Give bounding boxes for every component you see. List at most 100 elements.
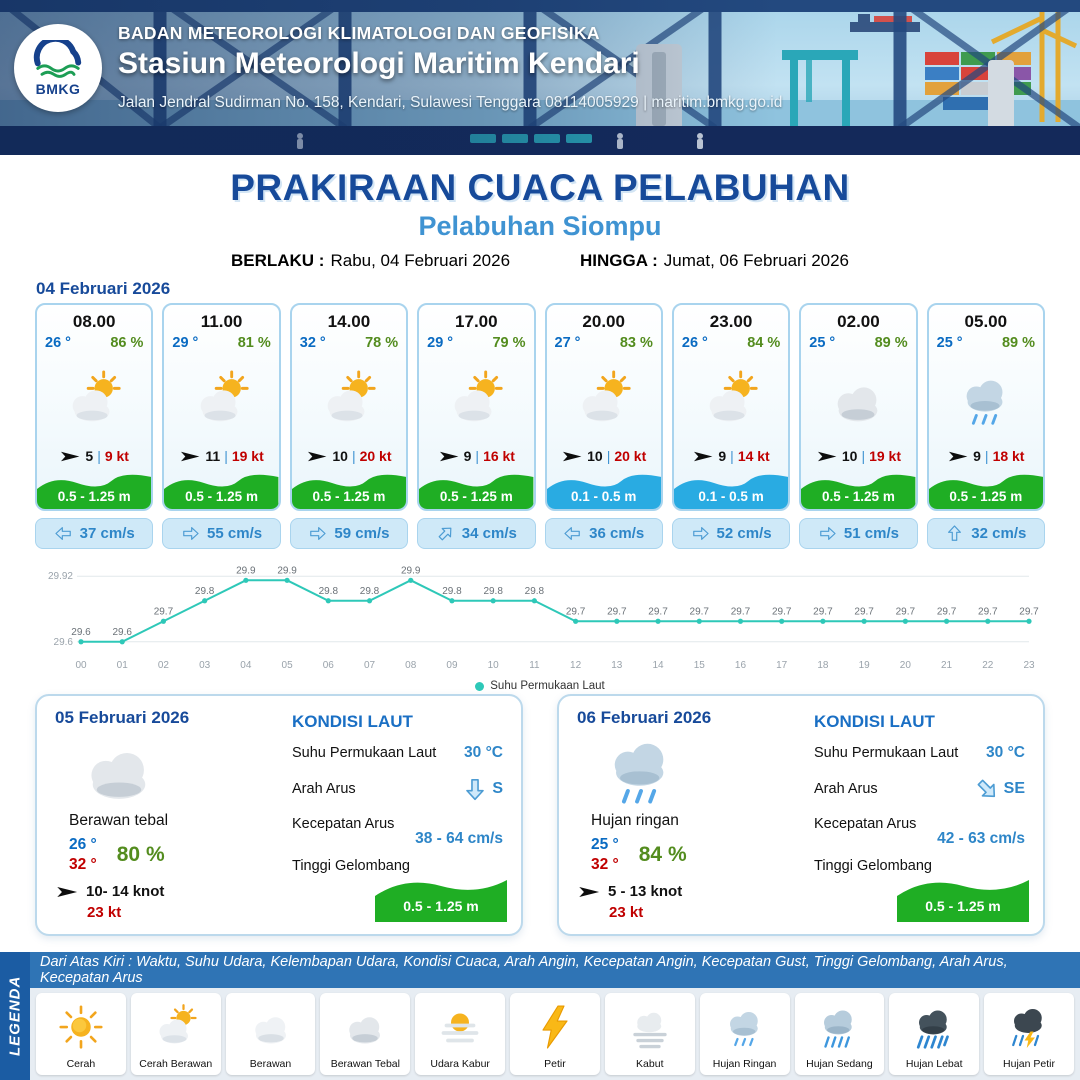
- wind-row: 9 | 14 kt: [674, 448, 788, 467]
- current-direction-icon: [563, 524, 582, 543]
- legend-description: Dari Atas Kiri : Waktu, Suhu Udara, Kele…: [40, 954, 1008, 986]
- forecast-card-main: 23.00 26 ° 84 % 9 | 14 kt 0.1 - 0.5 m: [671, 303, 791, 511]
- separator: |: [984, 448, 989, 464]
- weather-icon: [57, 996, 105, 1058]
- wind-row: 10 | 20 kt: [547, 448, 661, 467]
- current-speed-box: 36 cm/s: [544, 518, 663, 549]
- legend-item-label: Hujan Ringan: [712, 1058, 777, 1070]
- weather-condition: Berawan tebal: [69, 812, 169, 829]
- weather-icon: [577, 728, 802, 812]
- wave-shape: [928, 474, 1043, 509]
- svg-text:29.92: 29.92: [48, 571, 73, 582]
- forecast-time: 05.00: [964, 312, 1008, 331]
- current-speed: 37 cm/s: [79, 525, 135, 542]
- wave-height-value: 0.1 - 0.5 m: [571, 489, 637, 504]
- current-speed-box: 51 cm/s: [799, 518, 918, 549]
- svg-text:22: 22: [982, 660, 994, 671]
- svg-text:10: 10: [488, 660, 500, 671]
- series-label: Suhu Permukaan Laut: [490, 680, 605, 692]
- wind-speed: 11: [205, 448, 221, 464]
- legend-item-label: Kabut: [636, 1058, 664, 1070]
- forecast-time: 02.00: [837, 312, 880, 331]
- svg-text:14: 14: [652, 660, 664, 671]
- current-speed: 52 cm/s: [716, 525, 772, 542]
- weather-icon: [626, 996, 674, 1058]
- wind-speed: 10: [587, 448, 603, 464]
- berlaku-value: Rabu, 04 Februari 2026: [330, 251, 511, 270]
- current-direction-icon: [436, 524, 455, 543]
- current-direction-group: S: [462, 776, 503, 802]
- svg-text:29.6: 29.6: [54, 637, 74, 648]
- legend-item-label: Hujan Lebat: [905, 1058, 963, 1070]
- current-direction-icon: [818, 524, 837, 543]
- weather-icon: [37, 351, 151, 448]
- forecast-time: 08.00: [72, 312, 116, 331]
- forecast-card-main: 14.00 32 ° 78 % 10 | 20 kt 0.5 - 1.25 m: [289, 303, 409, 511]
- current-direction: SE: [1003, 780, 1025, 797]
- svg-text:21: 21: [941, 660, 953, 671]
- legend-item: Hujan Sedang: [794, 993, 885, 1075]
- humidity: 80 %: [116, 843, 165, 866]
- legend-item: Berawan Tebal: [320, 993, 411, 1075]
- current-direction-label: Arah Arus: [814, 781, 878, 797]
- sst-chart-section: 29.92 29.6 29.6 29.6 29.7 29.8 29.9 29.9 29.8 29.…: [35, 552, 1045, 692]
- station-address: Jalan Jendral Sudirman No. 158, Kendari,…: [118, 94, 783, 111]
- wave-shape: [897, 880, 1029, 922]
- wave-height-band: 0.1 - 0.5 m: [546, 469, 661, 509]
- temps-row: 25 ° 32 ° 84 %: [577, 836, 802, 874]
- legend-item-label: Cerah Berawan: [139, 1058, 213, 1070]
- hingga-label: HINGGA :: [580, 251, 658, 270]
- title-section: PRAKIRAAN CUACA PELABUHAN Pelabuhan Siom…: [0, 167, 1080, 271]
- svg-text:01: 01: [117, 660, 129, 671]
- humidity: 89 %: [874, 335, 908, 351]
- wave-height-value: 0.5 - 1.25 m: [439, 489, 513, 504]
- wave-height-value: 0.5 - 1.25 m: [925, 898, 1001, 914]
- weather-icon: [674, 351, 788, 448]
- humidity: 79 %: [492, 335, 526, 351]
- port-name: Pelabuhan Siompu: [418, 211, 662, 241]
- current-direction-icon: [945, 524, 964, 543]
- current-direction: S: [492, 780, 503, 797]
- bmkg-logo-text: BMKG: [35, 80, 81, 97]
- wave-height-band: 0.5 - 1.25 m: [37, 469, 152, 509]
- wave-shape: [419, 474, 534, 509]
- humidity: 84 %: [747, 335, 781, 351]
- legend-item-label: Berawan: [249, 1058, 292, 1070]
- current-speed: 32 cm/s: [971, 525, 1027, 542]
- wave-height-band: 0.5 - 1.25 m: [291, 469, 407, 509]
- current-direction-icon: [691, 524, 710, 543]
- wave-height-badge: 0.5 - 1.25 m: [375, 868, 507, 922]
- berlaku-label: BERLAKU :: [230, 251, 325, 270]
- temp-humidity-row: 25 ° 89 %: [929, 332, 1043, 351]
- wind-speed: 5: [85, 448, 94, 464]
- wind-speed: 10: [332, 448, 348, 464]
- legend-item-label: Hujan Petir: [1003, 1058, 1055, 1070]
- weather-icon: [247, 996, 295, 1058]
- wind-speed: 9: [463, 448, 472, 464]
- separator: |: [475, 448, 480, 464]
- current-speed-value: 38 - 64 cm/s: [415, 830, 503, 847]
- legend-item: Udara Kabur: [415, 993, 506, 1075]
- forecast-card-main: 17.00 29 ° 79 % 9 | 16 kt 0.5 - 1.25 m: [417, 303, 536, 511]
- header-shade-overlay: [0, 0, 1080, 155]
- humidity: 84 %: [638, 843, 687, 866]
- temp-humidity-row: 26 ° 84 %: [674, 332, 788, 351]
- wind-row: 9 | 18 kt: [929, 448, 1043, 467]
- air-temperature: 26 °: [45, 335, 71, 351]
- humidity: 78 %: [365, 335, 399, 351]
- svg-text:29.8: 29.8: [319, 586, 339, 597]
- wave-shape: [37, 474, 152, 509]
- weather-icon: [1005, 996, 1053, 1058]
- separator: |: [351, 448, 356, 464]
- forecast-card-main: 02.00 25 ° 89 % 10 | 19 kt 0.5 - 1.25 m: [799, 303, 918, 511]
- temp-humidity-row: 29 ° 81 %: [164, 332, 278, 351]
- current-speed-label: Kecepatan Arus: [292, 816, 395, 832]
- weather-icon: [531, 996, 579, 1058]
- current-direction-label: Arah Arus: [292, 781, 356, 797]
- wave-shape: [546, 474, 661, 509]
- svg-text:29.8: 29.8: [525, 586, 545, 597]
- current-speed: 59 cm/s: [334, 525, 390, 542]
- wave-height-band: 0.5 - 1.25 m: [801, 469, 916, 509]
- svg-text:29.9: 29.9: [236, 565, 256, 576]
- air-temperature: 27 °: [554, 335, 581, 351]
